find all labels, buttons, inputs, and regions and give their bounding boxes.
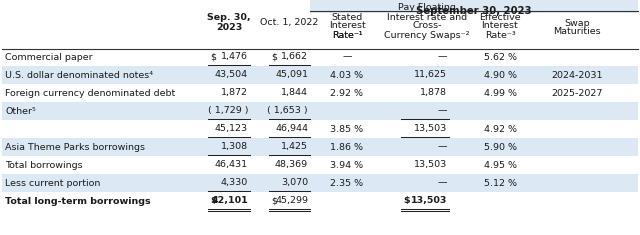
Text: 13,503: 13,503 — [413, 125, 447, 133]
Text: 1.86 %: 1.86 % — [330, 142, 364, 152]
Text: 5.62 %: 5.62 % — [483, 52, 516, 62]
Text: 2.35 %: 2.35 % — [330, 179, 364, 188]
Text: 4.99 %: 4.99 % — [483, 89, 516, 98]
Text: September 30, 2023: September 30, 2023 — [416, 6, 532, 16]
Text: $: $ — [403, 196, 410, 205]
Text: Cross-: Cross- — [412, 21, 442, 31]
Text: Commercial paper: Commercial paper — [5, 52, 93, 62]
Text: 43,504: 43,504 — [215, 70, 248, 79]
Text: U.S. dollar denominated notes⁴: U.S. dollar denominated notes⁴ — [5, 70, 153, 79]
Text: 4,330: 4,330 — [221, 179, 248, 188]
Text: 45,299: 45,299 — [275, 196, 308, 205]
Text: 2023: 2023 — [216, 23, 242, 31]
Text: ( 1,729 ): ( 1,729 ) — [207, 106, 248, 115]
Text: 4.90 %: 4.90 % — [483, 70, 516, 79]
Text: 1,476: 1,476 — [221, 52, 248, 62]
Text: 3,070: 3,070 — [281, 179, 308, 188]
Text: Interest: Interest — [328, 21, 365, 31]
Text: Sep. 30,: Sep. 30, — [207, 13, 251, 23]
Text: 45,091: 45,091 — [275, 70, 308, 79]
Text: 2025-2027: 2025-2027 — [551, 89, 603, 98]
Text: Asia Theme Parks borrowings: Asia Theme Parks borrowings — [5, 142, 145, 152]
Text: 13,503: 13,503 — [411, 196, 447, 205]
Text: 45,123: 45,123 — [215, 125, 248, 133]
Text: 4.92 %: 4.92 % — [483, 125, 516, 133]
Text: —: — — [438, 106, 447, 115]
Bar — [2, 174, 638, 192]
Text: —: — — [438, 142, 447, 152]
Text: —: — — [438, 179, 447, 188]
Text: 1,662: 1,662 — [281, 52, 308, 62]
Text: 1,872: 1,872 — [221, 89, 248, 98]
Text: 4.03 %: 4.03 % — [330, 70, 364, 79]
Text: Foreign currency denominated debt: Foreign currency denominated debt — [5, 89, 175, 98]
Bar — [2, 102, 638, 120]
Text: Total long-term borrowings: Total long-term borrowings — [5, 196, 150, 205]
Text: 5.90 %: 5.90 % — [483, 142, 516, 152]
Text: 11,625: 11,625 — [414, 70, 447, 79]
Text: 1,308: 1,308 — [221, 142, 248, 152]
Text: Total borrowings: Total borrowings — [5, 161, 83, 169]
Text: Rate⁻³: Rate⁻³ — [484, 31, 515, 39]
Text: Rate⁻¹: Rate⁻¹ — [332, 31, 362, 39]
Text: 46,944: 46,944 — [275, 125, 308, 133]
Text: Rate⁻¹: Rate⁻¹ — [332, 31, 362, 39]
Text: ( 1,653 ): ( 1,653 ) — [268, 106, 308, 115]
Text: Interest rate and: Interest rate and — [387, 12, 467, 21]
Text: Currency Swaps⁻²: Currency Swaps⁻² — [384, 31, 470, 39]
Bar — [2, 66, 638, 84]
Text: $: $ — [271, 196, 277, 205]
Text: 4.95 %: 4.95 % — [483, 161, 516, 169]
Text: 13,503: 13,503 — [413, 161, 447, 169]
Text: 5.12 %: 5.12 % — [483, 179, 516, 188]
Text: $: $ — [210, 52, 216, 62]
Bar — [2, 138, 638, 156]
Text: $: $ — [210, 196, 216, 205]
Text: 3.94 %: 3.94 % — [330, 161, 364, 169]
Text: 42,101: 42,101 — [211, 196, 248, 205]
Text: —: — — [342, 52, 352, 62]
Text: Stated: Stated — [332, 12, 363, 21]
Text: 46,431: 46,431 — [215, 161, 248, 169]
Text: Oct. 1, 2022: Oct. 1, 2022 — [260, 19, 319, 27]
Text: Interest: Interest — [482, 21, 518, 31]
Text: —: — — [438, 52, 447, 62]
Text: Less current portion: Less current portion — [5, 179, 100, 188]
Text: Effective: Effective — [479, 12, 521, 21]
Text: 3.85 %: 3.85 % — [330, 125, 364, 133]
Text: Swap: Swap — [564, 19, 590, 27]
Text: Pay Floating: Pay Floating — [398, 4, 456, 12]
Text: 1,878: 1,878 — [420, 89, 447, 98]
Text: $: $ — [271, 52, 277, 62]
Text: 48,369: 48,369 — [275, 161, 308, 169]
Text: Maturities: Maturities — [553, 27, 601, 36]
Bar — [310, 0, 638, 13]
Text: 2024-2031: 2024-2031 — [551, 70, 603, 79]
Text: 1,425: 1,425 — [281, 142, 308, 152]
Text: Other⁵: Other⁵ — [5, 106, 36, 115]
Text: 1,844: 1,844 — [281, 89, 308, 98]
Text: 2.92 %: 2.92 % — [330, 89, 364, 98]
